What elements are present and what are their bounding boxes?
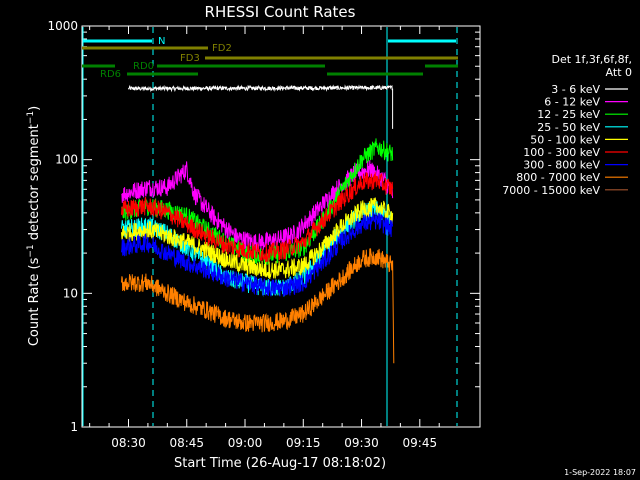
x-axis-label: Start Time (26-Aug-17 08:18:02) (174, 456, 386, 471)
y-axis-label-text: Count Rate (s (27, 257, 42, 346)
legend-label-7: 800 - 7000 keV (516, 171, 600, 184)
label-fd2: FD2 (212, 43, 232, 54)
state-bars: N FD2 FD3 RD0 RD6 (82, 36, 458, 80)
legend-label-3: 25 - 50 keV (537, 121, 600, 134)
y-axis-label-sup2: −1 (26, 111, 36, 124)
x-tick-label-4: 09:30 (344, 436, 379, 450)
y-axis: 1 10 100 1000 (47, 19, 480, 434)
legend-label-1: 6 - 12 keV (544, 96, 600, 109)
series-line-7 (121, 248, 395, 364)
series-line-5 (121, 172, 394, 263)
x-tick-label-5: 09:45 (403, 436, 438, 450)
label-rd6: RD6 (100, 69, 121, 80)
legend-label-4: 50 - 100 keV (530, 133, 600, 146)
legend-label-5: 100 - 300 keV (523, 146, 600, 159)
x-tick-label-2: 09:00 (228, 436, 263, 450)
legend-label-8: 7000 - 15000 keV (502, 184, 600, 197)
y-axis-label-end: ) (27, 106, 42, 111)
y-axis-label: Count Rate (s−1 detector segment−1) (26, 106, 42, 346)
series-line-6 (121, 210, 394, 297)
y-tick-label-3: 1000 (47, 19, 78, 33)
x-tick-label-3: 09:15 (286, 436, 321, 450)
series-line-4 (121, 197, 394, 280)
series-layer (121, 84, 395, 364)
label-n: N (158, 36, 165, 47)
legend-header-1: Det 1f,3f,6f,8f, (551, 53, 632, 66)
y-axis-label-sup1: −1 (26, 244, 36, 257)
y-tick-label-0: 1 (70, 420, 78, 434)
label-fd3: FD3 (180, 53, 200, 64)
y-tick-label-1: 10 (63, 286, 78, 300)
plot-frame (81, 25, 481, 428)
x-axis: 08:30 08:45 09:00 09:15 09:30 09:45 (89, 26, 440, 450)
legend-label-6: 300 - 800 keV (523, 159, 600, 172)
series-line-1 (121, 160, 394, 252)
series-line-0 (128, 84, 394, 129)
x-tick-label-0: 08:30 (111, 436, 146, 450)
chart-title: RHESSI Count Rates (205, 3, 356, 21)
legend-label-2: 12 - 25 keV (537, 108, 600, 121)
x-tick-label-1: 08:45 (169, 436, 204, 450)
y-axis-label-mid: detector segment (27, 124, 42, 244)
footer-date: 1-Sep-2022 18:07 (564, 468, 636, 477)
legend-label-0: 3 - 6 keV (551, 83, 600, 96)
label-rd0: RD0 (133, 61, 154, 72)
y-tick-label-2: 100 (55, 153, 78, 167)
legend-header-2: Att 0 (606, 66, 632, 79)
